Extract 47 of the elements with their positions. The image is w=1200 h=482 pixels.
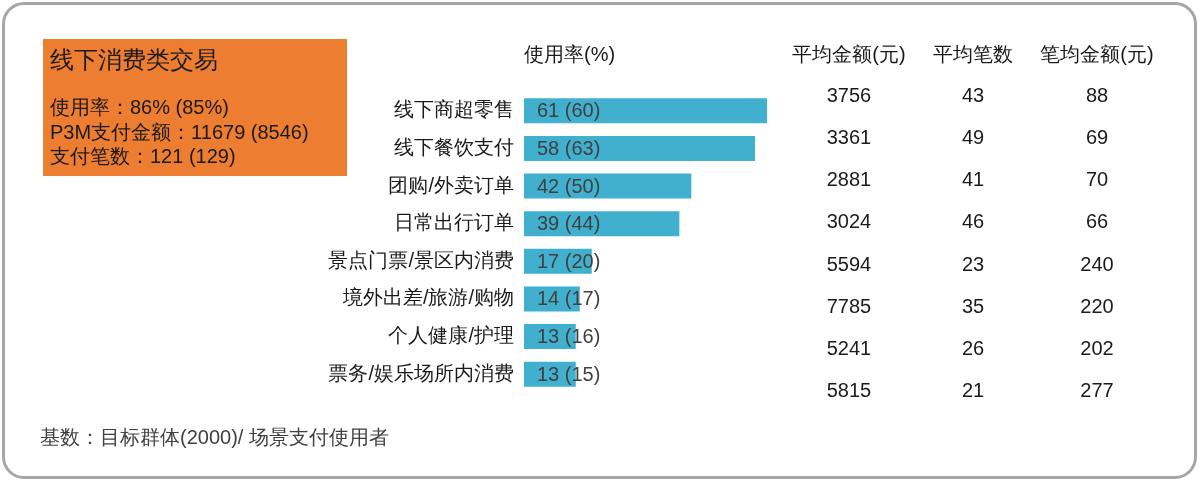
data-label: 7785 <box>825 293 873 319</box>
data-label: 2881 <box>825 167 873 193</box>
text: 使用率：86% (85%) <box>50 95 230 120</box>
y-tick-label: 票务/娱乐场所内消费 <box>328 361 514 384</box>
x-tick-label: 平均笔数 <box>933 43 1013 65</box>
data-label: 88 <box>1084 83 1110 108</box>
bar <box>524 98 767 124</box>
data-label: 3024 <box>825 209 873 235</box>
data-label: 49 <box>960 125 986 151</box>
data-label: 35 <box>960 293 986 319</box>
data-label: 5815 <box>825 377 873 403</box>
chart-title: 使用率(%) <box>524 42 616 66</box>
data-label: 5594 <box>825 251 873 277</box>
y-tick-label: 线下商超零售 <box>394 98 514 121</box>
y-tick-label: 日常出行订单 <box>394 211 514 234</box>
data-label: 26 <box>960 335 986 361</box>
data-label: 61 (60) <box>537 99 601 122</box>
data-label: 3361 <box>825 125 873 151</box>
data-label: 5241 <box>825 335 873 361</box>
text: 线下消费类交易 <box>50 46 218 74</box>
y-tick-label: 境外出差/旅游/购物 <box>341 286 514 309</box>
data-label: 3756 <box>825 83 873 108</box>
data-label: 41 <box>960 167 986 193</box>
bar <box>524 135 756 161</box>
text: 支付笔数：121 (129) <box>50 144 237 169</box>
text: 基数：目标群体(2000)/ 场景支付使用者 <box>40 425 389 449</box>
data-label: 23 <box>960 251 986 277</box>
x-tick-label: 笔均金额(元) <box>1039 42 1155 67</box>
data-label: 58 (63) <box>537 136 601 159</box>
data-label: 46 <box>960 209 986 235</box>
y-tick-label: 个人健康/护理 <box>388 324 514 347</box>
data-label: 277 <box>1079 377 1115 403</box>
data-label: 240 <box>1079 251 1115 277</box>
data-label: 202 <box>1079 335 1115 361</box>
data-label: 43 <box>960 83 986 108</box>
data-label: 66 <box>1084 209 1110 235</box>
text: P3M支付金额：11679 (8546) <box>50 119 309 144</box>
data-label: 69 <box>1084 125 1110 151</box>
y-tick-label: 景点门票/景区内消费 <box>328 248 514 271</box>
data-label: 21 <box>960 377 986 403</box>
x-tick-label: 平均金额(元) <box>791 42 907 67</box>
y-tick-label: 团购/外卖订单 <box>388 173 514 196</box>
data-label: 39 (44) <box>537 212 601 235</box>
data-label: 220 <box>1079 293 1115 319</box>
data-label: 42 (50) <box>537 174 601 197</box>
data-label: 70 <box>1084 167 1110 193</box>
y-tick-label: 线下餐饮支付 <box>394 135 514 158</box>
